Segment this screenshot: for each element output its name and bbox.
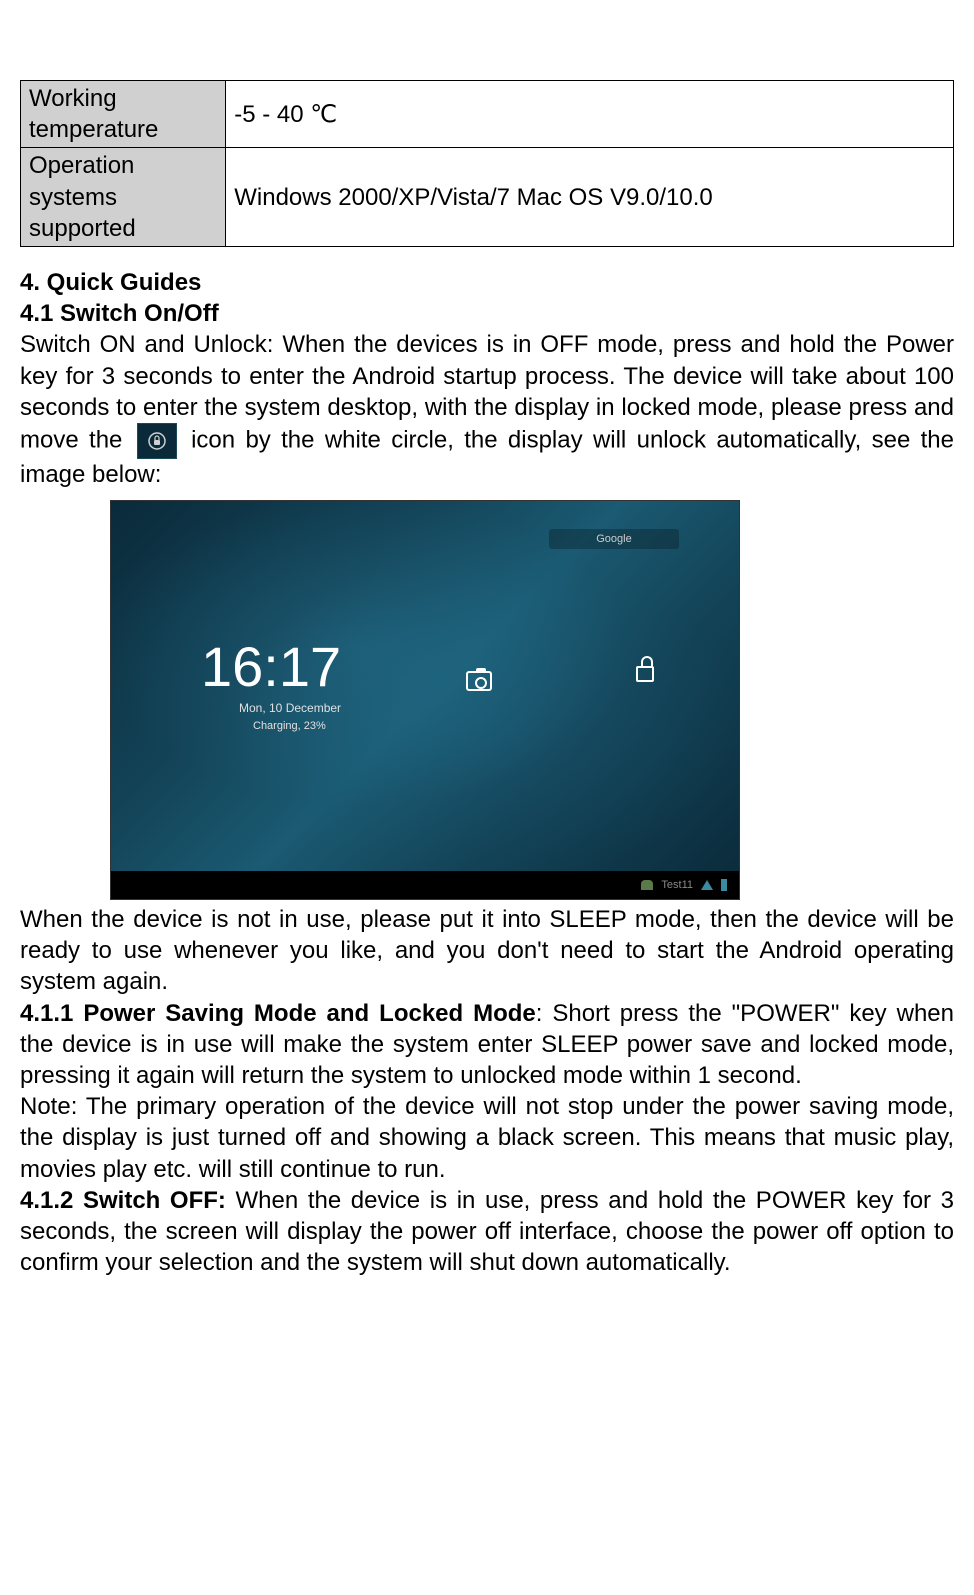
- camera-icon: [466, 671, 492, 691]
- para-sleep-mode: When the device is not in use, please pu…: [20, 904, 954, 998]
- status-bar: Test11: [111, 871, 739, 899]
- para-note: Note: The primary operation of the devic…: [20, 1091, 954, 1185]
- google-search-bar: Google: [549, 529, 679, 549]
- battery-icon: [721, 879, 727, 891]
- lockscreen-screenshot: Google 16:17 Mon, 10 December Charging, …: [110, 500, 740, 900]
- table-value-cell: Windows 2000/XP/Vista/7 Mac OS V9.0/10.0: [226, 148, 954, 247]
- sub-heading-41: 4.1 Switch On/Off: [20, 298, 954, 329]
- table-label-cell: Working temperature: [21, 81, 226, 148]
- lockscreen-date: Mon, 10 December: [239, 701, 341, 717]
- lock-icon: [137, 423, 177, 459]
- table-value-cell: -5 - 40 ℃: [226, 81, 954, 148]
- lockscreen-charging: Charging, 23%: [253, 719, 326, 733]
- specs-table: Working temperature -5 - 40 ℃ Operation …: [20, 80, 954, 247]
- unlock-icon: [636, 666, 654, 682]
- section-heading-4: 4. Quick Guides: [20, 267, 954, 298]
- para-411: 4.1.1 Power Saving Mode and Locked Mode:…: [20, 998, 954, 1092]
- lockscreen-time: 16:17: [201, 631, 341, 704]
- para-switch-on: Switch ON and Unlock: When the devices i…: [20, 329, 954, 490]
- table-label-cell: Operation systems supported: [21, 148, 226, 247]
- table-row: Working temperature -5 - 40 ℃: [21, 81, 954, 148]
- android-icon: [641, 880, 653, 890]
- wifi-icon: [701, 880, 713, 890]
- table-row: Operation systems supported Windows 2000…: [21, 148, 954, 247]
- sub-heading-412: 4.1.2 Switch OFF:: [20, 1187, 236, 1214]
- sub-heading-411: 4.1.1 Power Saving Mode and Locked Mode: [20, 1000, 536, 1027]
- status-text: Test11: [661, 878, 693, 892]
- para-412: 4.1.2 Switch OFF: When the device is in …: [20, 1185, 954, 1279]
